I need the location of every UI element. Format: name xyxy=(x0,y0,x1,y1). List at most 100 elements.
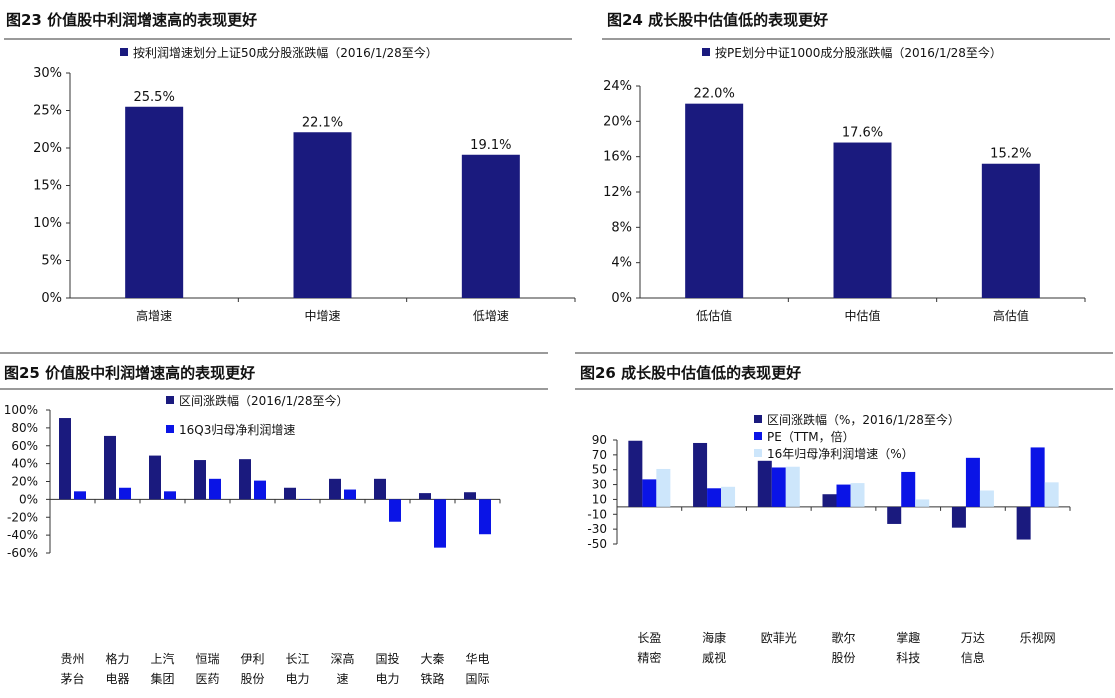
legend-label: 16年归母净利润增速（%） xyxy=(767,447,914,461)
fig24-bar-chart: 0% 4% 8% 12% 16% 20% 24% 22.0% 17.6% 15.2% 低估值 中估值 高… xyxy=(603,45,1086,323)
y-tick-label: -10 xyxy=(587,507,607,521)
y-tick-label: 16% xyxy=(603,150,632,165)
bar xyxy=(209,478,221,500)
bar xyxy=(149,455,161,500)
bar xyxy=(125,106,184,298)
bar xyxy=(254,480,266,500)
bar xyxy=(951,506,966,528)
bar xyxy=(901,471,916,507)
legend-label: 区间涨跌幅（%，2016/1/28至今） xyxy=(767,412,960,427)
y-tick-label: 4% xyxy=(611,256,632,271)
bar xyxy=(785,466,800,507)
title-rule xyxy=(0,388,548,390)
data-label: 22.1% xyxy=(302,115,343,130)
legend-swatch xyxy=(754,432,762,440)
category-label: 大秦 xyxy=(420,652,444,666)
legend-swatch xyxy=(120,48,128,56)
bar xyxy=(887,506,902,524)
category-label: 中估值 xyxy=(844,308,880,323)
category-label: 股份 xyxy=(831,651,855,665)
bar xyxy=(965,457,980,507)
bar xyxy=(1016,506,1031,540)
data-label: 19.1% xyxy=(470,138,511,153)
bar xyxy=(374,478,386,500)
bar xyxy=(836,484,851,507)
category-label: 医药 xyxy=(195,672,219,686)
legend-swatch xyxy=(166,425,174,433)
y-tick-label: 5% xyxy=(41,254,62,269)
category-label: 威视 xyxy=(702,650,726,665)
bar xyxy=(434,499,446,548)
bar xyxy=(915,499,930,507)
bar xyxy=(239,459,251,500)
bar xyxy=(628,440,643,507)
category-label: 格力 xyxy=(105,651,129,666)
legend-swatch xyxy=(166,396,174,404)
bar xyxy=(59,418,71,500)
legend-label: 区间涨跌幅（2016/1/28至今） xyxy=(179,393,349,408)
category-label: 恒瑞 xyxy=(195,652,219,666)
y-tick-label: -30 xyxy=(587,522,607,536)
category-label: 长盈 xyxy=(637,631,661,645)
category-label: 国际 xyxy=(465,672,489,686)
y-tick-label: 25% xyxy=(33,104,62,119)
y-tick-label: -60% xyxy=(7,546,38,560)
bar xyxy=(833,142,892,298)
y-tick-label: 24% xyxy=(603,79,632,94)
y-tick-label: 40% xyxy=(11,457,38,471)
category-label: 乐视网 xyxy=(1020,630,1056,645)
bar xyxy=(464,492,476,500)
title-rule xyxy=(575,388,1113,390)
chart-title: 图25 价值股中利润增速高的表现更好 xyxy=(4,364,256,382)
bar xyxy=(194,460,206,500)
y-tick-label: 20% xyxy=(603,114,632,129)
y-tick-label: 20% xyxy=(11,475,38,489)
title-rule xyxy=(602,38,1110,40)
category-label: 铁路 xyxy=(420,671,444,686)
legend-label: PE（TTM，倍） xyxy=(767,429,855,444)
category-label: 深高 xyxy=(330,651,354,666)
category-label: 掌趣 xyxy=(896,630,920,645)
bar xyxy=(344,489,356,500)
bar xyxy=(389,499,401,522)
y-tick-label: 90 xyxy=(592,433,607,447)
y-tick-label: 60% xyxy=(11,439,38,453)
category-label: 贵州 xyxy=(60,652,84,666)
y-tick-label: 100% xyxy=(4,403,38,417)
bar xyxy=(293,132,352,298)
y-tick-label: -20% xyxy=(7,510,38,524)
y-tick-label: -50 xyxy=(587,537,607,551)
category-label: 电器 xyxy=(105,672,129,686)
category-label: 电力 xyxy=(285,672,309,686)
y-tick-label: 15% xyxy=(33,179,62,194)
data-label: 25.5% xyxy=(134,90,175,105)
category-label: 万达 xyxy=(961,631,985,645)
category-label: 华电 xyxy=(465,652,489,666)
fig23-bar-chart: 0% 5% 10% 15% 20% 25% 30% 25.5% 22.1% 19.1% 高增速 中增速… xyxy=(33,45,576,323)
bar xyxy=(656,468,671,507)
legend-swatch xyxy=(754,415,762,423)
chart-title: 图23 价值股中利润增速高的表现更好 xyxy=(6,11,258,29)
bar xyxy=(1044,482,1059,507)
y-tick-label: 0% xyxy=(41,291,62,306)
y-tick-label: 12% xyxy=(603,185,632,200)
title-rule xyxy=(0,352,548,354)
title-rule xyxy=(575,352,1113,354)
bar xyxy=(771,467,786,507)
y-tick-label: 30% xyxy=(33,66,62,81)
category-label: 海康 xyxy=(702,630,726,645)
y-tick-label: 20% xyxy=(33,141,62,156)
data-label: 22.0% xyxy=(694,87,735,102)
title-rule xyxy=(4,38,572,40)
bar xyxy=(299,499,311,500)
category-label: 精密 xyxy=(637,650,661,665)
legend-swatch xyxy=(754,449,762,457)
category-label: 股份 xyxy=(240,672,264,686)
bar xyxy=(119,487,131,500)
bar xyxy=(693,442,708,507)
category-label: 中增速 xyxy=(304,308,340,323)
bar xyxy=(74,491,86,500)
y-tick-label: 50 xyxy=(592,463,607,477)
y-tick-label: 8% xyxy=(611,220,632,235)
